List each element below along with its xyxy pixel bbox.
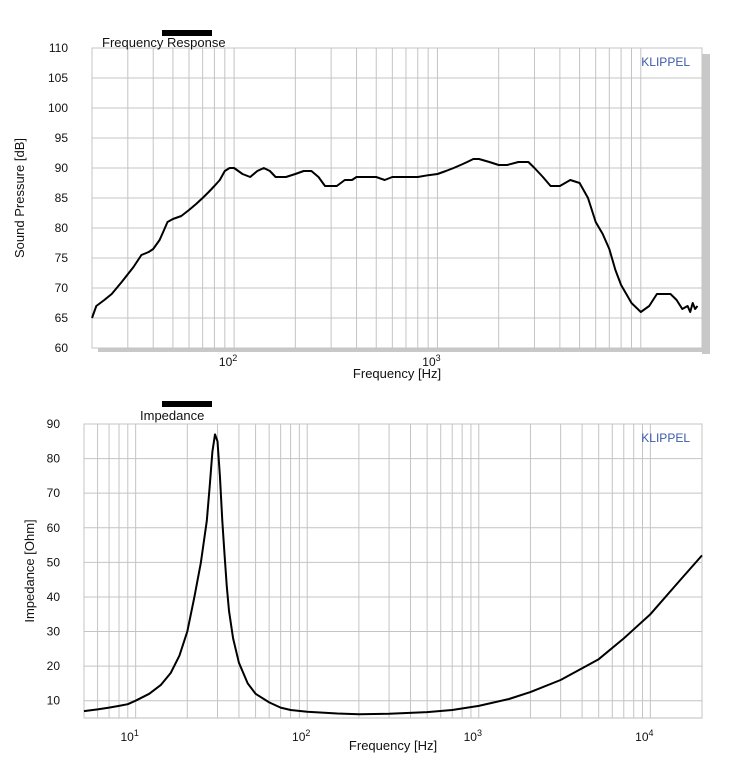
fr-ytick-label: 75 [55,251,69,265]
imp-ytick-label: 60 [47,521,61,535]
xtick-base: 10 [464,730,478,744]
imp-ytick-label: 90 [47,417,61,431]
fr-frame-shadow-right [702,54,710,354]
xtick-base: 10 [120,730,134,744]
imp-brand-label: KLIPPEL [641,431,690,445]
xtick-exponent: 2 [232,353,237,363]
imp-xtick-label: 101 [120,728,138,744]
imp-ytick-label: 10 [47,694,61,708]
fr-ytick-label: 65 [55,311,69,325]
fr-y-axis-label: Sound Pressure [dB] [12,138,27,258]
imp-series-line [83,433,703,716]
imp-ytick-label: 50 [47,555,61,569]
xtick-base: 10 [635,730,649,744]
imp-title-marker [162,401,212,407]
fr-title-marker [162,30,212,36]
xtick-base: 10 [292,730,306,744]
imp-ytick-label: 70 [47,486,61,500]
fr-brand-label: KLIPPEL [641,55,690,69]
imp-chart-title: Impedance [140,408,204,423]
xtick-exponent: 2 [305,728,310,738]
fr-ytick-label: 110 [49,41,68,55]
fr-x-axis-label: Frequency [Hz] [353,366,441,381]
imp-plot-area [83,423,703,719]
xtick-exponent: 3 [436,353,441,363]
fr-ytick-label: 100 [48,101,68,115]
fr-ytick-label: 80 [55,221,69,235]
fr-ytick-label: 85 [55,191,69,205]
fr-xtick-label: 102 [219,353,237,369]
fr-chart-title: Frequency Response [102,35,226,50]
imp-ytick-label: 30 [47,625,61,639]
imp-ytick-label: 40 [47,590,61,604]
xtick-exponent: 1 [134,728,139,738]
xtick-base: 10 [422,355,436,369]
xtick-exponent: 3 [477,728,482,738]
imp-x-axis-label: Frequency [Hz] [349,738,437,753]
fr-ytick-label: 105 [48,71,68,85]
fr-ytick-label: 60 [55,341,69,355]
xtick-exponent: 4 [649,728,654,738]
imp-xtick-label: 103 [464,728,482,744]
fr-xtick-label: 103 [422,353,440,369]
fr-frame-shadow-bottom [98,348,710,352]
fr-series-line [91,158,699,319]
imp-xtick-label: 104 [635,728,653,744]
imp-ytick-label: 80 [47,452,61,466]
fr-ytick-label: 90 [55,161,69,175]
fr-ytick-label: 70 [55,281,69,295]
imp-xtick-label: 102 [292,728,310,744]
xtick-base: 10 [219,355,233,369]
fr-ytick-label: 95 [55,131,69,145]
imp-y-axis-label: Impedance [Ohm] [22,519,37,622]
imp-ytick-label: 20 [47,659,61,673]
